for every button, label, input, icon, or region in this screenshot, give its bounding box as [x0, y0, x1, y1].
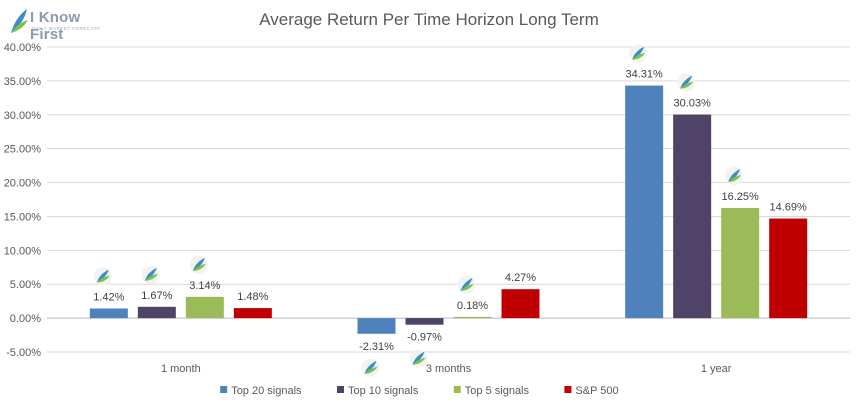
- legend-swatch: [220, 386, 228, 393]
- data-label: 16.25%: [722, 191, 760, 203]
- data-label: 14.69%: [770, 202, 808, 214]
- leaf-marker-icon: [457, 275, 476, 294]
- data-label: 3.14%: [189, 280, 220, 292]
- y-tick-label: 5.00%: [10, 279, 41, 291]
- legend-label: S&P 500: [575, 385, 618, 397]
- bar: [673, 114, 712, 319]
- legend-label: Top 10 signals: [348, 385, 419, 397]
- data-label: 1.48%: [237, 291, 268, 303]
- bar: [89, 308, 128, 319]
- x-tick-label: 3 months: [426, 363, 472, 375]
- logo-name: I Know First: [30, 9, 81, 43]
- data-label: -2.31%: [359, 341, 394, 353]
- legend-swatch: [453, 386, 461, 393]
- data-label: 4.27%: [505, 272, 536, 284]
- y-tick-label: 30.00%: [4, 110, 42, 122]
- bar: [625, 85, 664, 319]
- y-tick-label: 0.00%: [10, 313, 41, 325]
- leaf-logo-icon: [11, 9, 28, 33]
- bar: [185, 296, 224, 319]
- data-label: 0.18%: [457, 300, 488, 312]
- legend-swatch: [564, 386, 572, 393]
- bar: [501, 289, 540, 319]
- bar: [357, 318, 396, 334]
- leaf-marker-icon: [677, 73, 696, 92]
- data-label: -0.97%: [407, 332, 442, 344]
- y-tick-label: 40.00%: [4, 42, 42, 54]
- leaf-marker-icon: [725, 166, 744, 185]
- chart-title: Average Return Per Time Horizon Long Ter…: [259, 10, 599, 29]
- bar: [453, 316, 492, 319]
- leaf-marker-icon: [93, 267, 112, 286]
- bar: [405, 318, 444, 325]
- legend-label: Top 20 signals: [231, 385, 302, 397]
- legend-label: Top 5 signals: [465, 385, 530, 397]
- legend-swatch: [337, 386, 344, 393]
- x-tick-label: 1 year: [701, 363, 732, 375]
- logo-tagline: DAILY MARKET FORECAST: [32, 26, 101, 31]
- data-label: 1.67%: [141, 290, 172, 302]
- bar: [137, 306, 176, 319]
- leaf-marker-icon: [409, 349, 428, 368]
- leaf-marker-icon: [629, 44, 648, 63]
- bar: [233, 308, 272, 319]
- y-tick-label: 10.00%: [4, 245, 42, 257]
- y-tick-label: -5.00%: [6, 347, 41, 359]
- bar: [721, 207, 760, 319]
- x-tick-label: 1 month: [161, 363, 201, 375]
- data-label: 30.03%: [674, 98, 712, 110]
- data-label: 34.31%: [626, 69, 664, 81]
- bar: [769, 218, 808, 319]
- leaf-marker-icon: [141, 265, 160, 284]
- brand-logo: I Know First DAILY MARKET FORECAST: [8, 6, 118, 43]
- y-tick-label: 35.00%: [4, 76, 42, 88]
- leaf-marker-icon: [189, 255, 208, 274]
- y-tick-label: 25.00%: [4, 144, 42, 156]
- y-tick-label: 20.00%: [4, 178, 42, 190]
- data-label: 1.42%: [93, 291, 124, 303]
- y-tick-label: 15.00%: [4, 211, 42, 223]
- leaf-marker-icon: [361, 358, 380, 377]
